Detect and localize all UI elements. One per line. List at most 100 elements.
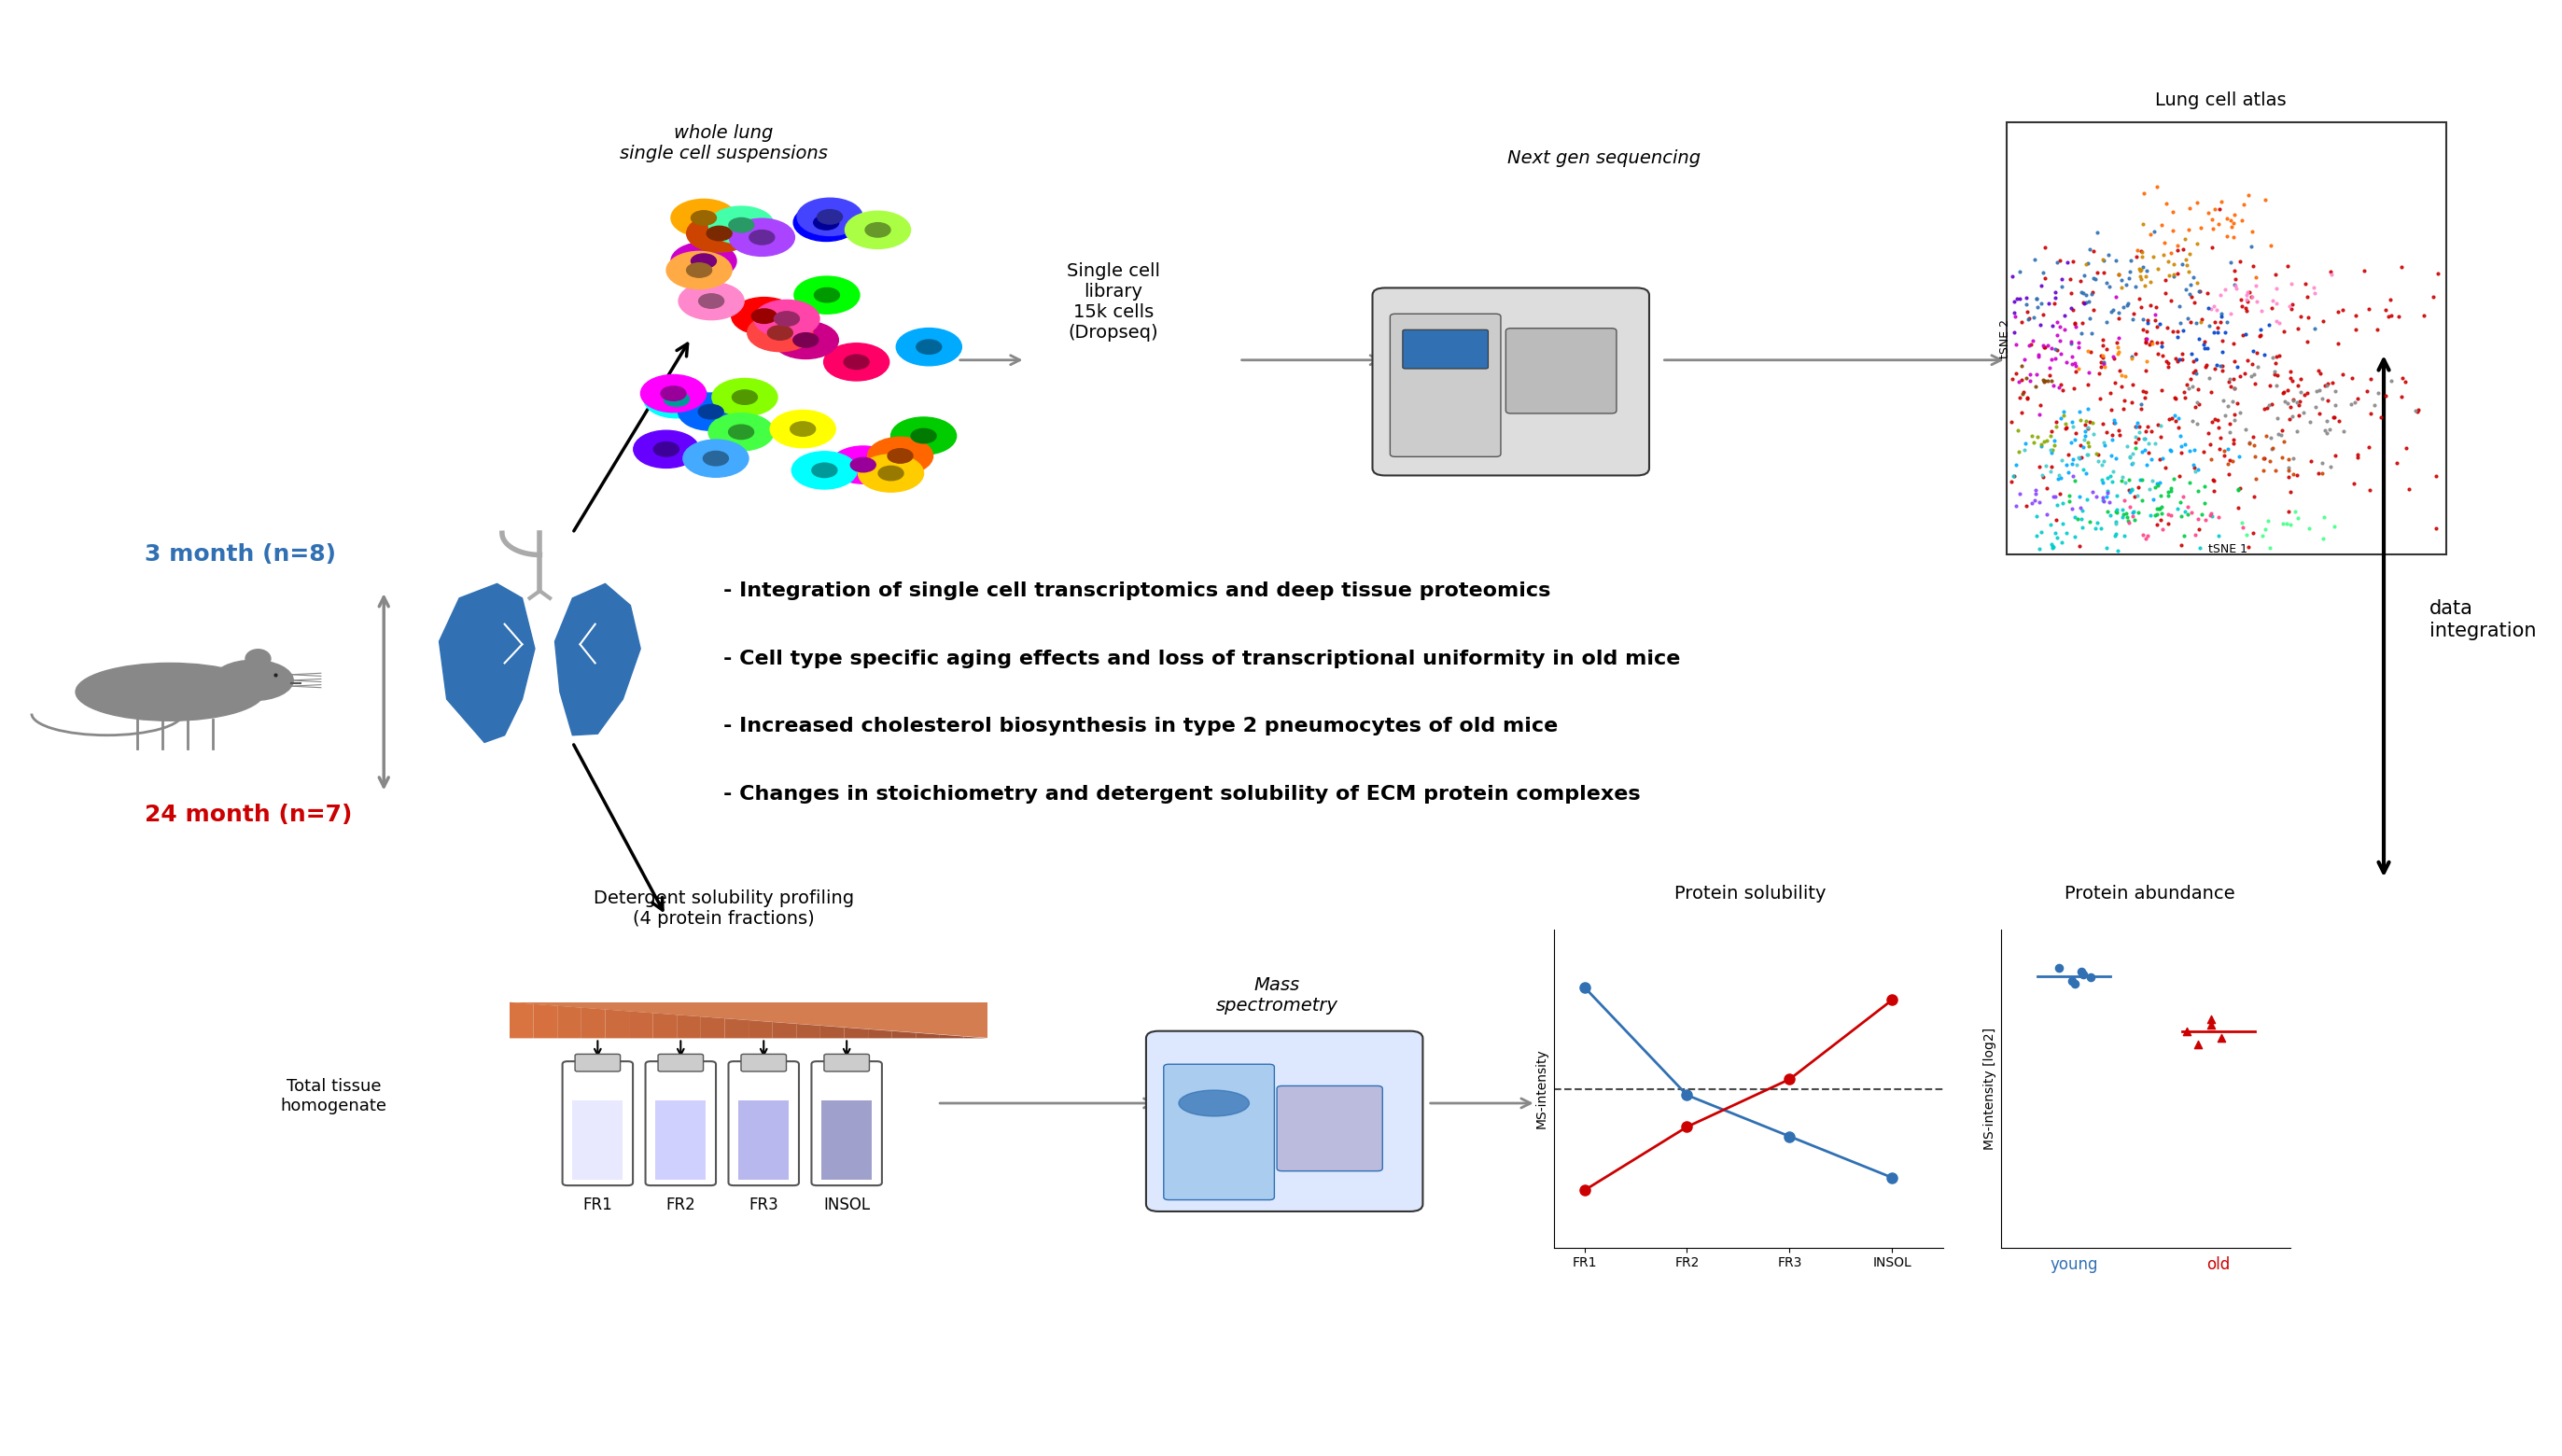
Point — [2147, 192, 2188, 215]
Point — [2103, 364, 2144, 387]
Circle shape — [679, 393, 743, 431]
Point — [2001, 310, 2042, 333]
Point — [2201, 304, 2242, 328]
Point — [2132, 469, 2173, 492]
Point — [2142, 331, 2183, 354]
Point — [2183, 440, 2224, 463]
Point — [2193, 479, 2234, 502]
Point — [2060, 508, 2101, 531]
Point — [2124, 438, 2165, 462]
Point — [2016, 287, 2057, 310]
Point — [2078, 448, 2119, 472]
Point — [2196, 316, 2237, 339]
Point — [2193, 357, 2234, 380]
Point — [2206, 395, 2247, 418]
Point — [2001, 354, 2042, 377]
Point — [2103, 472, 2144, 495]
Point — [2065, 409, 2106, 432]
Point — [2191, 504, 2232, 527]
Circle shape — [892, 418, 956, 454]
Point — [2255, 360, 2296, 383]
FancyBboxPatch shape — [740, 1054, 787, 1072]
Point — [2306, 421, 2347, 444]
Point — [2060, 408, 2101, 431]
Point — [2083, 489, 2124, 513]
Point — [2337, 303, 2378, 326]
Point — [2106, 501, 2147, 524]
Point — [2170, 242, 2211, 265]
Point — [2126, 259, 2167, 282]
Point — [2324, 363, 2365, 386]
Polygon shape — [653, 1013, 676, 1038]
Point — [2101, 505, 2142, 529]
Point — [2029, 291, 2070, 314]
Point — [2103, 396, 2144, 419]
Point — [2132, 329, 2173, 352]
Polygon shape — [820, 1025, 845, 1038]
Circle shape — [774, 312, 799, 326]
Point — [2060, 485, 2101, 508]
Point — [2180, 307, 2221, 331]
Point — [2037, 494, 2078, 517]
Point — [2267, 392, 2308, 415]
Point — [2160, 491, 2201, 514]
Point — [2021, 466, 2062, 489]
Point — [2078, 443, 2119, 466]
Point — [2121, 380, 2162, 403]
Point — [2214, 332, 2255, 355]
Point — [1993, 464, 2034, 488]
Point — [1998, 370, 2039, 393]
Point — [2147, 249, 2188, 272]
Polygon shape — [702, 1016, 725, 1038]
Point — [2098, 301, 2139, 325]
Point — [2114, 431, 2155, 454]
Point — [2116, 411, 2157, 434]
Point — [2219, 478, 2260, 501]
Circle shape — [845, 211, 910, 249]
Point — [2257, 291, 2298, 314]
Point — [2037, 310, 2078, 333]
Point — [2208, 370, 2249, 393]
Circle shape — [687, 264, 712, 278]
Point — [2229, 432, 2270, 456]
Point — [2078, 361, 2119, 384]
Point — [2242, 447, 2283, 470]
Point — [2201, 282, 2242, 306]
Point — [2116, 245, 2157, 268]
Point — [2226, 300, 2267, 323]
Point — [2208, 412, 2249, 435]
Point — [2016, 524, 2057, 547]
Point — [2208, 421, 2249, 444]
Circle shape — [866, 223, 892, 237]
Point — [2234, 485, 2275, 508]
Circle shape — [815, 215, 838, 230]
Point — [2178, 479, 2219, 502]
FancyBboxPatch shape — [825, 1054, 869, 1072]
Point — [2191, 409, 2232, 432]
Point — [2047, 443, 2088, 466]
Ellipse shape — [77, 662, 264, 721]
Point — [2249, 427, 2290, 450]
Point — [2070, 511, 2111, 534]
Point — [2298, 402, 2339, 425]
Point — [2137, 331, 2178, 354]
Point — [2367, 304, 2408, 328]
Point — [2057, 357, 2098, 380]
Point — [2126, 331, 2167, 354]
FancyBboxPatch shape — [2006, 122, 2447, 555]
Point — [2137, 296, 2178, 319]
Point — [2380, 386, 2421, 409]
Circle shape — [815, 288, 840, 303]
Point — [2267, 456, 2308, 479]
Point — [2126, 264, 2167, 287]
FancyBboxPatch shape — [564, 1061, 633, 1185]
Point — [2275, 499, 2316, 523]
Point — [2267, 459, 2308, 482]
Text: 24 month (n=7): 24 month (n=7) — [146, 804, 354, 826]
Point — [2224, 192, 2265, 215]
Circle shape — [789, 422, 815, 437]
Point — [2255, 363, 2296, 386]
Point — [2288, 329, 2329, 352]
Point — [2085, 355, 2126, 379]
Point — [1998, 440, 2039, 463]
